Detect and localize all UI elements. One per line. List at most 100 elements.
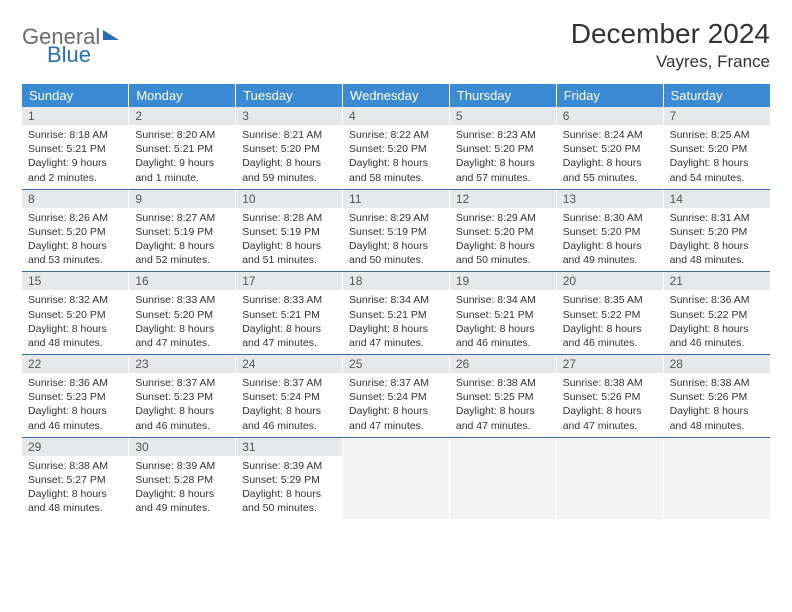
calendar-cell: 27Sunrise: 8:38 AMSunset: 5:26 PMDayligh… — [556, 355, 663, 438]
day-number: 2 — [129, 107, 235, 125]
day-details: Sunrise: 8:25 AMSunset: 5:20 PMDaylight:… — [664, 125, 770, 189]
calendar-cell: 3Sunrise: 8:21 AMSunset: 5:20 PMDaylight… — [236, 107, 343, 189]
day-number: 14 — [664, 190, 770, 208]
day-number: 16 — [129, 272, 235, 290]
header: General December 2024 Vayres, France — [22, 18, 770, 72]
calendar-cell: 8Sunrise: 8:26 AMSunset: 5:20 PMDaylight… — [22, 189, 129, 272]
day-details: Sunrise: 8:22 AMSunset: 5:20 PMDaylight:… — [343, 125, 449, 189]
day-details: Sunrise: 8:36 AMSunset: 5:22 PMDaylight:… — [664, 290, 770, 354]
calendar-row: 8Sunrise: 8:26 AMSunset: 5:20 PMDaylight… — [22, 189, 770, 272]
calendar-cell — [449, 437, 556, 519]
day-details: Sunrise: 8:35 AMSunset: 5:22 PMDaylight:… — [557, 290, 663, 354]
day-number: 22 — [22, 355, 128, 373]
day-number: 18 — [343, 272, 449, 290]
day-number: 19 — [450, 272, 556, 290]
day-number: 28 — [664, 355, 770, 373]
day-details: Sunrise: 8:33 AMSunset: 5:20 PMDaylight:… — [129, 290, 235, 354]
logo-text-2: Blue — [47, 42, 91, 68]
day-details: Sunrise: 8:37 AMSunset: 5:24 PMDaylight:… — [236, 373, 342, 437]
day-details: Sunrise: 8:33 AMSunset: 5:21 PMDaylight:… — [236, 290, 342, 354]
calendar-table: Sunday Monday Tuesday Wednesday Thursday… — [22, 84, 770, 519]
calendar-cell — [343, 437, 450, 519]
calendar-cell: 17Sunrise: 8:33 AMSunset: 5:21 PMDayligh… — [236, 272, 343, 355]
day-details: Sunrise: 8:30 AMSunset: 5:20 PMDaylight:… — [557, 208, 663, 272]
day-number: 30 — [129, 438, 235, 456]
day-number: 3 — [236, 107, 342, 125]
day-number: 6 — [557, 107, 663, 125]
logo-triangle-icon — [103, 30, 119, 40]
day-number: 11 — [343, 190, 449, 208]
calendar-cell: 14Sunrise: 8:31 AMSunset: 5:20 PMDayligh… — [663, 189, 770, 272]
calendar-cell: 21Sunrise: 8:36 AMSunset: 5:22 PMDayligh… — [663, 272, 770, 355]
day-details: Sunrise: 8:38 AMSunset: 5:27 PMDaylight:… — [22, 456, 128, 520]
calendar-cell: 23Sunrise: 8:37 AMSunset: 5:23 PMDayligh… — [129, 355, 236, 438]
calendar-cell: 28Sunrise: 8:38 AMSunset: 5:26 PMDayligh… — [663, 355, 770, 438]
calendar-cell: 31Sunrise: 8:39 AMSunset: 5:29 PMDayligh… — [236, 437, 343, 519]
day-number: 21 — [664, 272, 770, 290]
day-details: Sunrise: 8:28 AMSunset: 5:19 PMDaylight:… — [236, 208, 342, 272]
calendar-cell: 25Sunrise: 8:37 AMSunset: 5:24 PMDayligh… — [343, 355, 450, 438]
day-details: Sunrise: 8:38 AMSunset: 5:26 PMDaylight:… — [557, 373, 663, 437]
calendar-cell: 7Sunrise: 8:25 AMSunset: 5:20 PMDaylight… — [663, 107, 770, 189]
day-number: 12 — [450, 190, 556, 208]
day-number: 13 — [557, 190, 663, 208]
calendar-cell: 13Sunrise: 8:30 AMSunset: 5:20 PMDayligh… — [556, 189, 663, 272]
calendar-cell: 24Sunrise: 8:37 AMSunset: 5:24 PMDayligh… — [236, 355, 343, 438]
calendar-cell: 6Sunrise: 8:24 AMSunset: 5:20 PMDaylight… — [556, 107, 663, 189]
calendar-cell: 9Sunrise: 8:27 AMSunset: 5:19 PMDaylight… — [129, 189, 236, 272]
day-number: 25 — [343, 355, 449, 373]
day-number: 27 — [557, 355, 663, 373]
calendar-cell: 18Sunrise: 8:34 AMSunset: 5:21 PMDayligh… — [343, 272, 450, 355]
calendar-row: 22Sunrise: 8:36 AMSunset: 5:23 PMDayligh… — [22, 355, 770, 438]
day-details: Sunrise: 8:36 AMSunset: 5:23 PMDaylight:… — [22, 373, 128, 437]
calendar-cell: 26Sunrise: 8:38 AMSunset: 5:25 PMDayligh… — [449, 355, 556, 438]
calendar-cell: 11Sunrise: 8:29 AMSunset: 5:19 PMDayligh… — [343, 189, 450, 272]
day-number: 8 — [22, 190, 128, 208]
day-details: Sunrise: 8:32 AMSunset: 5:20 PMDaylight:… — [22, 290, 128, 354]
calendar-cell: 5Sunrise: 8:23 AMSunset: 5:20 PMDaylight… — [449, 107, 556, 189]
day-details: Sunrise: 8:37 AMSunset: 5:24 PMDaylight:… — [343, 373, 449, 437]
day-details: Sunrise: 8:27 AMSunset: 5:19 PMDaylight:… — [129, 208, 235, 272]
day-details: Sunrise: 8:34 AMSunset: 5:21 PMDaylight:… — [450, 290, 556, 354]
calendar-cell: 29Sunrise: 8:38 AMSunset: 5:27 PMDayligh… — [22, 437, 129, 519]
day-details: Sunrise: 8:29 AMSunset: 5:19 PMDaylight:… — [343, 208, 449, 272]
day-number: 15 — [22, 272, 128, 290]
weekday-header: Friday — [556, 84, 663, 107]
day-details: Sunrise: 8:39 AMSunset: 5:29 PMDaylight:… — [236, 456, 342, 520]
day-number: 20 — [557, 272, 663, 290]
calendar-cell: 30Sunrise: 8:39 AMSunset: 5:28 PMDayligh… — [129, 437, 236, 519]
location-label: Vayres, France — [571, 52, 770, 72]
calendar-cell: 1Sunrise: 8:18 AMSunset: 5:21 PMDaylight… — [22, 107, 129, 189]
day-details: Sunrise: 8:31 AMSunset: 5:20 PMDaylight:… — [664, 208, 770, 272]
weekday-header: Thursday — [449, 84, 556, 107]
calendar-cell: 15Sunrise: 8:32 AMSunset: 5:20 PMDayligh… — [22, 272, 129, 355]
day-number: 23 — [129, 355, 235, 373]
day-number: 29 — [22, 438, 128, 456]
day-number: 7 — [664, 107, 770, 125]
weekday-header: Sunday — [22, 84, 129, 107]
calendar-cell: 22Sunrise: 8:36 AMSunset: 5:23 PMDayligh… — [22, 355, 129, 438]
day-number: 9 — [129, 190, 235, 208]
day-details: Sunrise: 8:26 AMSunset: 5:20 PMDaylight:… — [22, 208, 128, 272]
calendar-cell — [663, 437, 770, 519]
calendar-cell: 12Sunrise: 8:29 AMSunset: 5:20 PMDayligh… — [449, 189, 556, 272]
day-details: Sunrise: 8:37 AMSunset: 5:23 PMDaylight:… — [129, 373, 235, 437]
title-block: December 2024 Vayres, France — [571, 18, 770, 72]
day-number: 5 — [450, 107, 556, 125]
day-number: 26 — [450, 355, 556, 373]
day-details: Sunrise: 8:21 AMSunset: 5:20 PMDaylight:… — [236, 125, 342, 189]
page-title: December 2024 — [571, 18, 770, 50]
day-details: Sunrise: 8:39 AMSunset: 5:28 PMDaylight:… — [129, 456, 235, 520]
calendar-cell: 16Sunrise: 8:33 AMSunset: 5:20 PMDayligh… — [129, 272, 236, 355]
calendar-cell: 4Sunrise: 8:22 AMSunset: 5:20 PMDaylight… — [343, 107, 450, 189]
day-details: Sunrise: 8:20 AMSunset: 5:21 PMDaylight:… — [129, 125, 235, 189]
day-number: 4 — [343, 107, 449, 125]
day-details: Sunrise: 8:38 AMSunset: 5:26 PMDaylight:… — [664, 373, 770, 437]
calendar-cell — [556, 437, 663, 519]
calendar-row: 29Sunrise: 8:38 AMSunset: 5:27 PMDayligh… — [22, 437, 770, 519]
day-number: 10 — [236, 190, 342, 208]
day-number: 31 — [236, 438, 342, 456]
day-details: Sunrise: 8:38 AMSunset: 5:25 PMDaylight:… — [450, 373, 556, 437]
day-number: 17 — [236, 272, 342, 290]
calendar-cell: 2Sunrise: 8:20 AMSunset: 5:21 PMDaylight… — [129, 107, 236, 189]
